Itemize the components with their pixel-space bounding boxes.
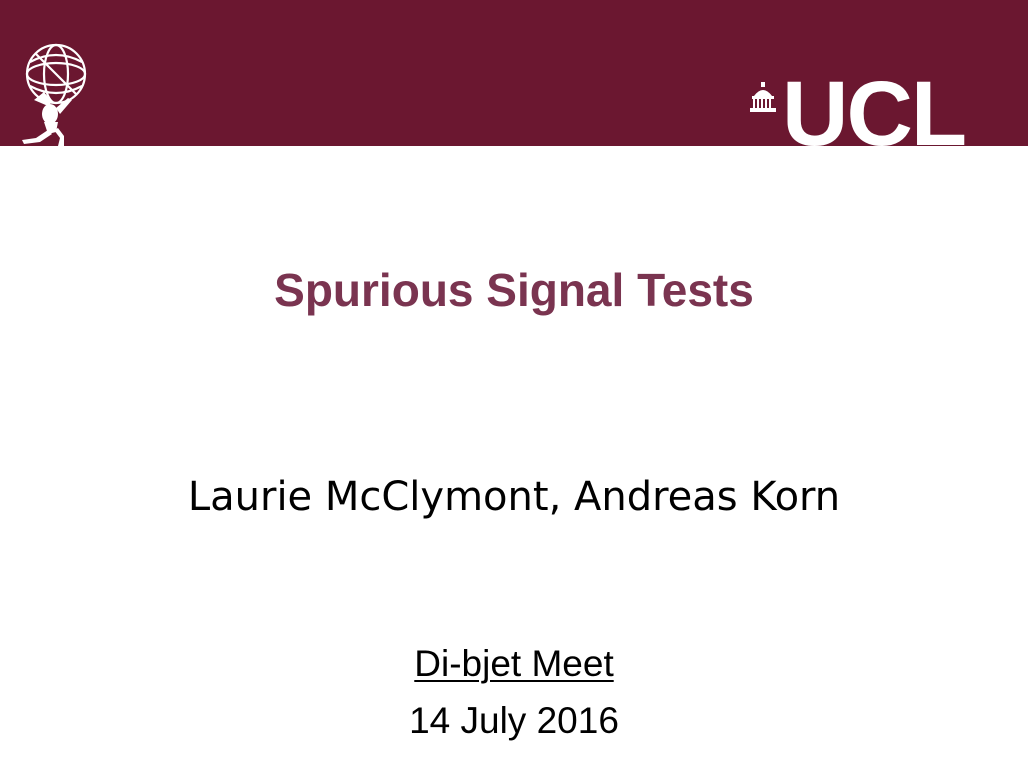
meeting-date: 14 July 2016 xyxy=(409,700,619,741)
slide-title: Spurious Signal Tests xyxy=(274,264,754,316)
meeting-name: Di-bjet Meet xyxy=(414,643,614,684)
ucl-logo: UCL xyxy=(748,78,980,146)
ucl-wordmark: UCL xyxy=(782,78,966,146)
atlas-figure-globe-logo-icon xyxy=(22,43,87,146)
header-banner: UCL xyxy=(0,0,1028,146)
ucl-dome-icon xyxy=(750,82,776,112)
slide-authors: Laurie McClymont, Andreas Korn xyxy=(187,474,841,520)
